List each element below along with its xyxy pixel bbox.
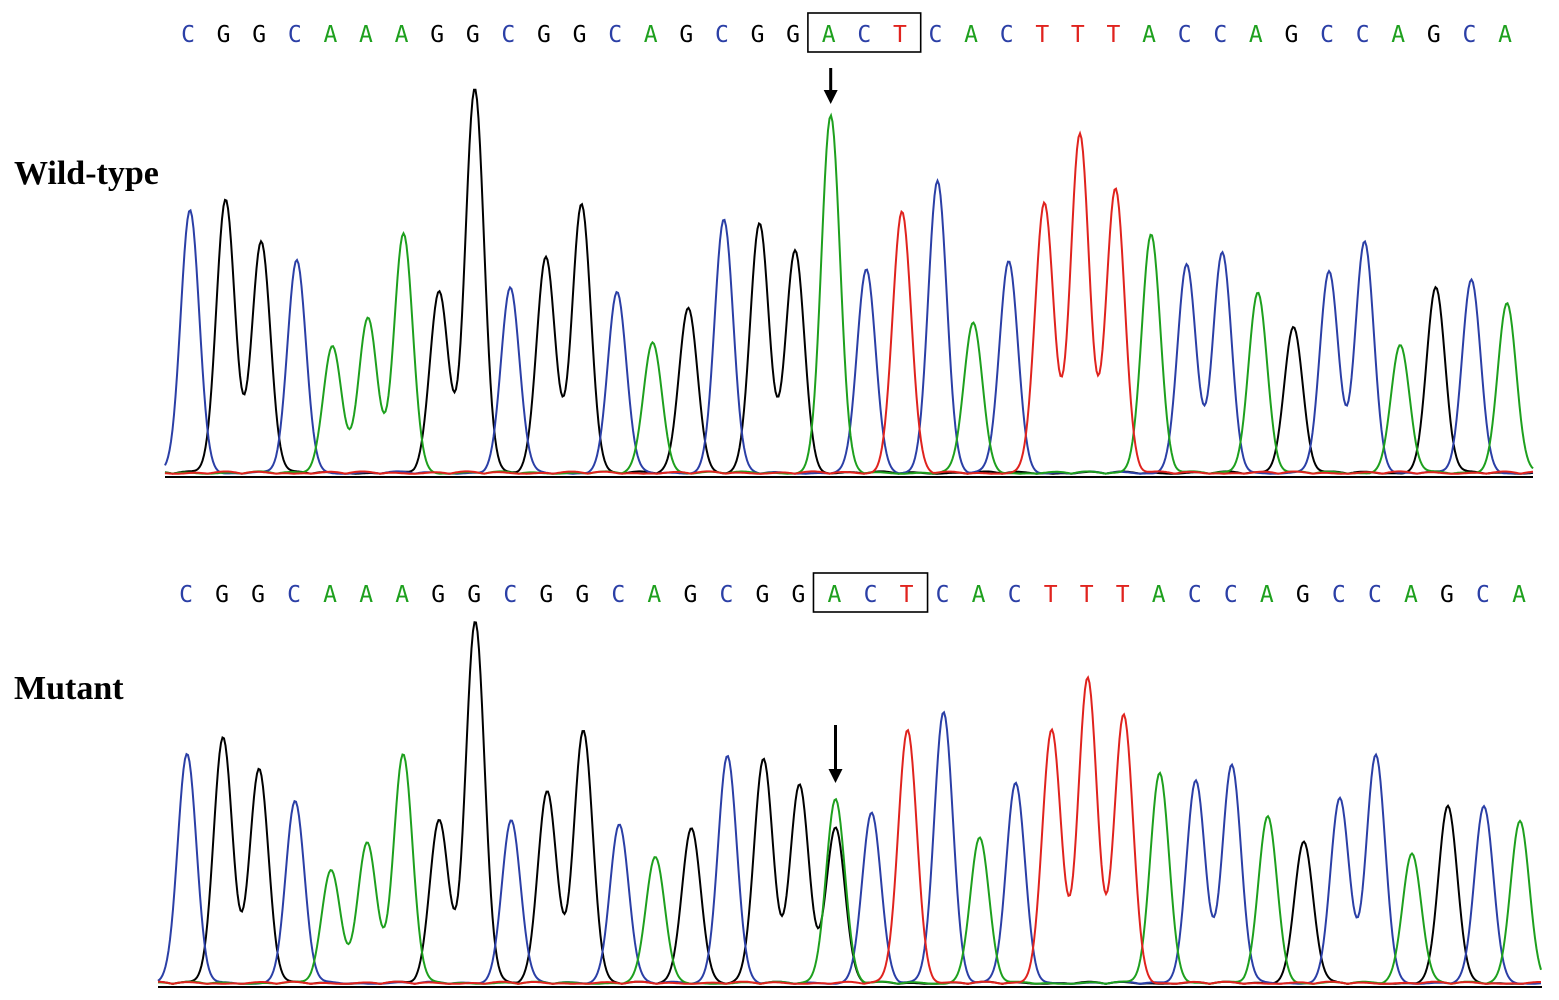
base-call-letter: C (288, 22, 302, 48)
base-call-letter: A (1404, 582, 1418, 608)
base-call-letter: C (1213, 22, 1227, 48)
base-call-letter: G (575, 582, 589, 608)
base-call-letter: G (1440, 582, 1454, 608)
base-call-letter: C (179, 582, 193, 608)
mutation-codon-box (812, 572, 929, 613)
base-call-letter: G (679, 22, 693, 48)
base-call-letter: C (1368, 582, 1382, 608)
base-call-letter: C (857, 22, 871, 48)
base-call-letter: G (215, 582, 229, 608)
base-call-letter: A (1152, 582, 1166, 608)
base-call-letter: C (1188, 582, 1202, 608)
base-call-letter: G (1296, 582, 1310, 608)
base-call-letter: C (1000, 22, 1014, 48)
base-call-letter: G (537, 22, 551, 48)
base-call-letter: A (323, 582, 337, 608)
base-call-letter: A (1512, 582, 1526, 608)
base-call-letter: G (1285, 22, 1299, 48)
base-call-letter: C (181, 22, 195, 48)
base-call-letter: C (936, 582, 950, 608)
base-call-letter: A (1260, 582, 1274, 608)
base-call-letter: C (1008, 582, 1022, 608)
base-call-letter: A (395, 22, 409, 48)
base-call-letter: G (573, 22, 587, 48)
mutation-codon-box (807, 12, 922, 53)
base-call-letter: A (359, 582, 373, 608)
trace-a-channel (158, 753, 1542, 985)
down-arrow-icon (828, 725, 843, 783)
base-call-letter: T (1116, 582, 1130, 608)
wild-type-label: Wild-type (14, 155, 159, 192)
base-call-letter: G (466, 22, 480, 48)
base-call-letter: A (359, 22, 373, 48)
trace-a-channel (164, 112, 1534, 475)
base-call-letter: A (323, 22, 337, 48)
base-call-letter: C (929, 22, 943, 48)
base-call-letter: C (611, 582, 625, 608)
base-call-letter: C (501, 22, 515, 48)
down-arrow-icon (823, 68, 838, 104)
base-call-letter: G (467, 582, 481, 608)
base-call-letter: C (1462, 22, 1476, 48)
base-call-letter: A (647, 582, 661, 608)
base-call-letter: A (822, 22, 836, 48)
base-call-letter: G (431, 582, 445, 608)
base-call-letter: C (1178, 22, 1192, 48)
base-call-letter: A (828, 582, 842, 608)
base-call-letter: G (217, 22, 231, 48)
base-call-letter: A (964, 22, 978, 48)
base-call-letter: G (756, 582, 770, 608)
base-call-letter: G (751, 22, 765, 48)
base-call-letter: C (1356, 22, 1370, 48)
trace-c-channel (164, 177, 1534, 475)
base-call-letter: G (252, 22, 266, 48)
base-call-letter: G (1427, 22, 1441, 48)
trace-t-channel (164, 130, 1534, 475)
base-call-letter: C (1224, 582, 1238, 608)
base-call-letter: C (864, 582, 878, 608)
base-call-letter: C (719, 582, 733, 608)
base-call-letter: C (608, 22, 622, 48)
base-call-letter: A (1498, 22, 1512, 48)
base-call-letter: T (1071, 22, 1085, 48)
trace-t-channel (158, 675, 1541, 985)
base-call-letter: A (1142, 22, 1156, 48)
base-call-letter: A (972, 582, 986, 608)
base-call-letter: G (786, 22, 800, 48)
base-call-letter: T (893, 22, 907, 48)
base-call-letter: C (715, 22, 729, 48)
base-call-letter: C (1320, 22, 1334, 48)
base-call-letter: C (503, 582, 517, 608)
mutant-label: Mutant (14, 670, 124, 707)
base-call-letter: G (683, 582, 697, 608)
base-call-letter: G (792, 582, 806, 608)
base-call-letter: A (644, 22, 658, 48)
base-call-letter: G (430, 22, 444, 48)
base-call-letter: C (1476, 582, 1490, 608)
base-call-letter: T (900, 582, 914, 608)
base-call-letter: A (1249, 22, 1263, 48)
base-call-letter: G (539, 582, 553, 608)
base-call-letter: T (1035, 22, 1049, 48)
base-call-letter: T (1044, 582, 1058, 608)
base-call-letter: A (395, 582, 409, 608)
base-call-letter: G (251, 582, 265, 608)
base-call-letter: T (1107, 22, 1121, 48)
base-call-letter: C (287, 582, 301, 608)
base-call-letter: A (1391, 22, 1405, 48)
base-call-letter: C (1332, 582, 1346, 608)
base-call-letter: T (1080, 582, 1094, 608)
